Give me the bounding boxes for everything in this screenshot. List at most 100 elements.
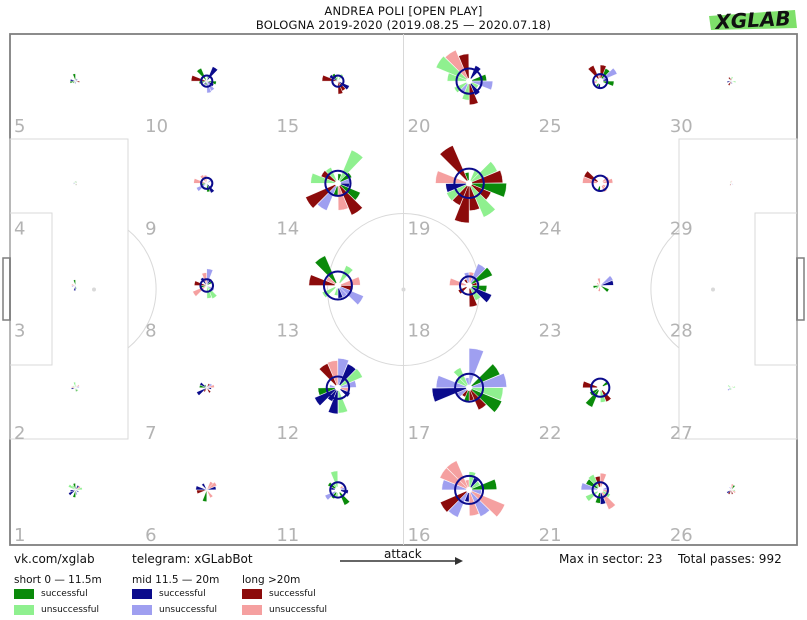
rose-wedge: [68, 484, 76, 491]
rose-wedge: [338, 363, 357, 386]
rose-wedge: [731, 387, 733, 390]
rose-ring: [199, 278, 215, 293]
rose-wedge: [601, 68, 611, 80]
rose-wedge: [731, 489, 737, 494]
sector-label-13: 13: [276, 321, 299, 342]
rose-wedge: [72, 73, 76, 82]
rose-wedge: [318, 363, 337, 386]
rose-wedge: [203, 384, 207, 388]
pass-rose-sector-21: [580, 472, 616, 510]
rose-wedge: [206, 384, 215, 388]
rose-wedge: [327, 389, 338, 402]
rose-wedge: [327, 360, 339, 386]
pass-rose-sector-23: [592, 275, 614, 293]
left-penalty-spot: [92, 287, 96, 292]
rose-wedge: [468, 83, 479, 105]
rose-wedge: [448, 491, 469, 518]
legend-mid-fail: unsuccessful: [159, 605, 217, 615]
telegram-link[interactable]: telegram: xGLabBot: [132, 552, 253, 566]
rose-ring: [454, 372, 485, 403]
rose-ring: [454, 474, 485, 505]
sector-label-10: 10: [145, 116, 168, 137]
rose-ring: [455, 67, 483, 95]
sector-label-21: 21: [539, 525, 562, 546]
right-goal-area: [754, 212, 798, 366]
rose-wedge: [75, 80, 80, 83]
rose-wedge: [196, 387, 207, 396]
rose-wedge: [317, 185, 338, 211]
sector-label-1: 1: [14, 525, 25, 546]
rose-wedge: [339, 388, 351, 398]
pass-rose-sector-7: [196, 382, 215, 396]
pass-rose-sector-16: [439, 460, 506, 518]
rose-wedge: [339, 286, 364, 306]
rose-wedge: [439, 467, 468, 490]
chart-title: ANDREA POLI [OPEN PLAY]: [324, 4, 483, 18]
sector-label-8: 8: [145, 321, 156, 342]
rose-wedge: [730, 181, 732, 184]
rose-wedge: [314, 255, 337, 284]
sector-labels: 1234567891011121314151617181920212223242…: [14, 116, 693, 546]
rose-wedge: [592, 285, 601, 289]
rose-wedge: [731, 80, 736, 83]
pass-rose-sector-1: [68, 483, 83, 498]
rose-wedge: [461, 83, 470, 101]
sector-label-2: 2: [14, 423, 25, 444]
pass-rose-sector-26: [726, 483, 737, 495]
sector-label-3: 3: [14, 321, 25, 342]
pass-rose-sector-19: [435, 145, 507, 224]
rose-wedge: [585, 478, 599, 490]
rose-wedge: [471, 479, 497, 491]
rose-wedge: [339, 368, 363, 387]
rose-wedge: [69, 80, 76, 84]
legend-short-success: successful: [41, 589, 88, 599]
attack-arrow: [340, 557, 463, 565]
pass-rose-sector-24: [582, 170, 613, 193]
rose-wedge: [191, 75, 207, 82]
rose-wedge: [199, 382, 207, 388]
rose-wedge: [470, 287, 481, 301]
rose-wedge: [75, 285, 78, 290]
rose-wedge: [730, 77, 732, 82]
rose-wedge: [470, 490, 506, 518]
rose-ring: [325, 375, 351, 400]
rose-wedge: [328, 390, 339, 415]
pass-rose-sector-13: [308, 255, 364, 306]
rose-wedge: [71, 387, 76, 390]
rose-wedge: [206, 489, 214, 499]
vk-link[interactable]: vk.com/xglab: [14, 552, 95, 566]
rose-wedge: [314, 388, 337, 406]
rose-wedge: [731, 385, 734, 388]
rose-wedge: [585, 490, 599, 502]
sector-label-27: 27: [670, 423, 693, 444]
pass-rose-sector-14: [305, 149, 364, 216]
rose-wedge: [731, 81, 733, 85]
rose-wedge: [441, 479, 467, 491]
sector-label-6: 6: [145, 525, 156, 546]
rose-wedge: [731, 484, 736, 491]
sector-label-29: 29: [670, 218, 693, 239]
rose-wedge: [206, 285, 218, 299]
rose-wedge: [431, 387, 467, 403]
sector-label-15: 15: [276, 116, 299, 137]
rose-ring: [591, 481, 609, 499]
rose-wedge: [73, 181, 76, 184]
rose-wedge: [469, 65, 482, 80]
rose-wedge: [74, 81, 76, 84]
rose-wedge: [446, 460, 469, 489]
rose-wedge: [731, 489, 734, 495]
total-passes: Total passes: 992: [678, 552, 782, 566]
sector-label-26: 26: [670, 525, 693, 546]
legend-mid-success: successful: [159, 589, 206, 599]
pass-rose-sector-17: [431, 348, 507, 413]
rose-wedge: [471, 170, 503, 184]
pass-rose-sector-4: [73, 181, 78, 186]
pass-rose-sector-6: [195, 481, 218, 502]
rose-ring: [322, 270, 353, 301]
rose-wedge: [435, 170, 467, 184]
rose-ring: [200, 176, 214, 190]
rose-wedge: [440, 490, 468, 513]
rose-wedge: [338, 287, 348, 298]
rose-wedge: [329, 384, 336, 388]
rose-wedge: [728, 489, 732, 492]
